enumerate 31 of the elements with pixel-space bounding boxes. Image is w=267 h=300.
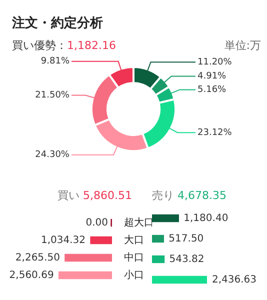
data-label: 11.20% <box>198 57 232 68</box>
data-label: 24.30% <box>35 150 70 160</box>
y-tick-label: 中口 <box>124 251 144 264</box>
data-label: 23.12% <box>198 128 232 138</box>
data-label: 2,265.50 <box>15 252 60 264</box>
text: 買い 5,860.51 <box>56 188 132 204</box>
data-label: 0.00 <box>86 217 108 228</box>
text: 単位:万 <box>224 38 261 53</box>
y-tick-label: 超大口 <box>124 216 154 228</box>
data-label: 5.16% <box>198 85 227 96</box>
bar <box>152 234 164 243</box>
bar <box>64 254 112 262</box>
bar <box>152 276 207 284</box>
data-label: 543.82 <box>169 254 204 265</box>
data-label: 21.50% <box>35 90 70 101</box>
bar <box>90 236 112 244</box>
y-tick-label: 大口 <box>124 234 144 246</box>
bar <box>152 214 179 222</box>
bar <box>58 271 112 280</box>
chart-title: 注文・約定分析 <box>12 14 103 32</box>
bar <box>152 255 165 264</box>
data-label: 1,034.32 <box>40 234 86 246</box>
text: 売り 4,678.35 <box>152 188 228 204</box>
data-label: 1,180.40 <box>184 212 228 224</box>
chart-subtitle: 買い優勢：1,182.16 <box>12 38 116 53</box>
data-label: 9.81% <box>40 56 70 67</box>
data-label: 4.91% <box>198 72 227 82</box>
data-label: 517.50 <box>168 233 204 244</box>
y-tick-label: 小口 <box>124 268 144 281</box>
data-label: 2,560.69 <box>9 270 54 281</box>
data-label: 2,436.63 <box>212 274 257 286</box>
